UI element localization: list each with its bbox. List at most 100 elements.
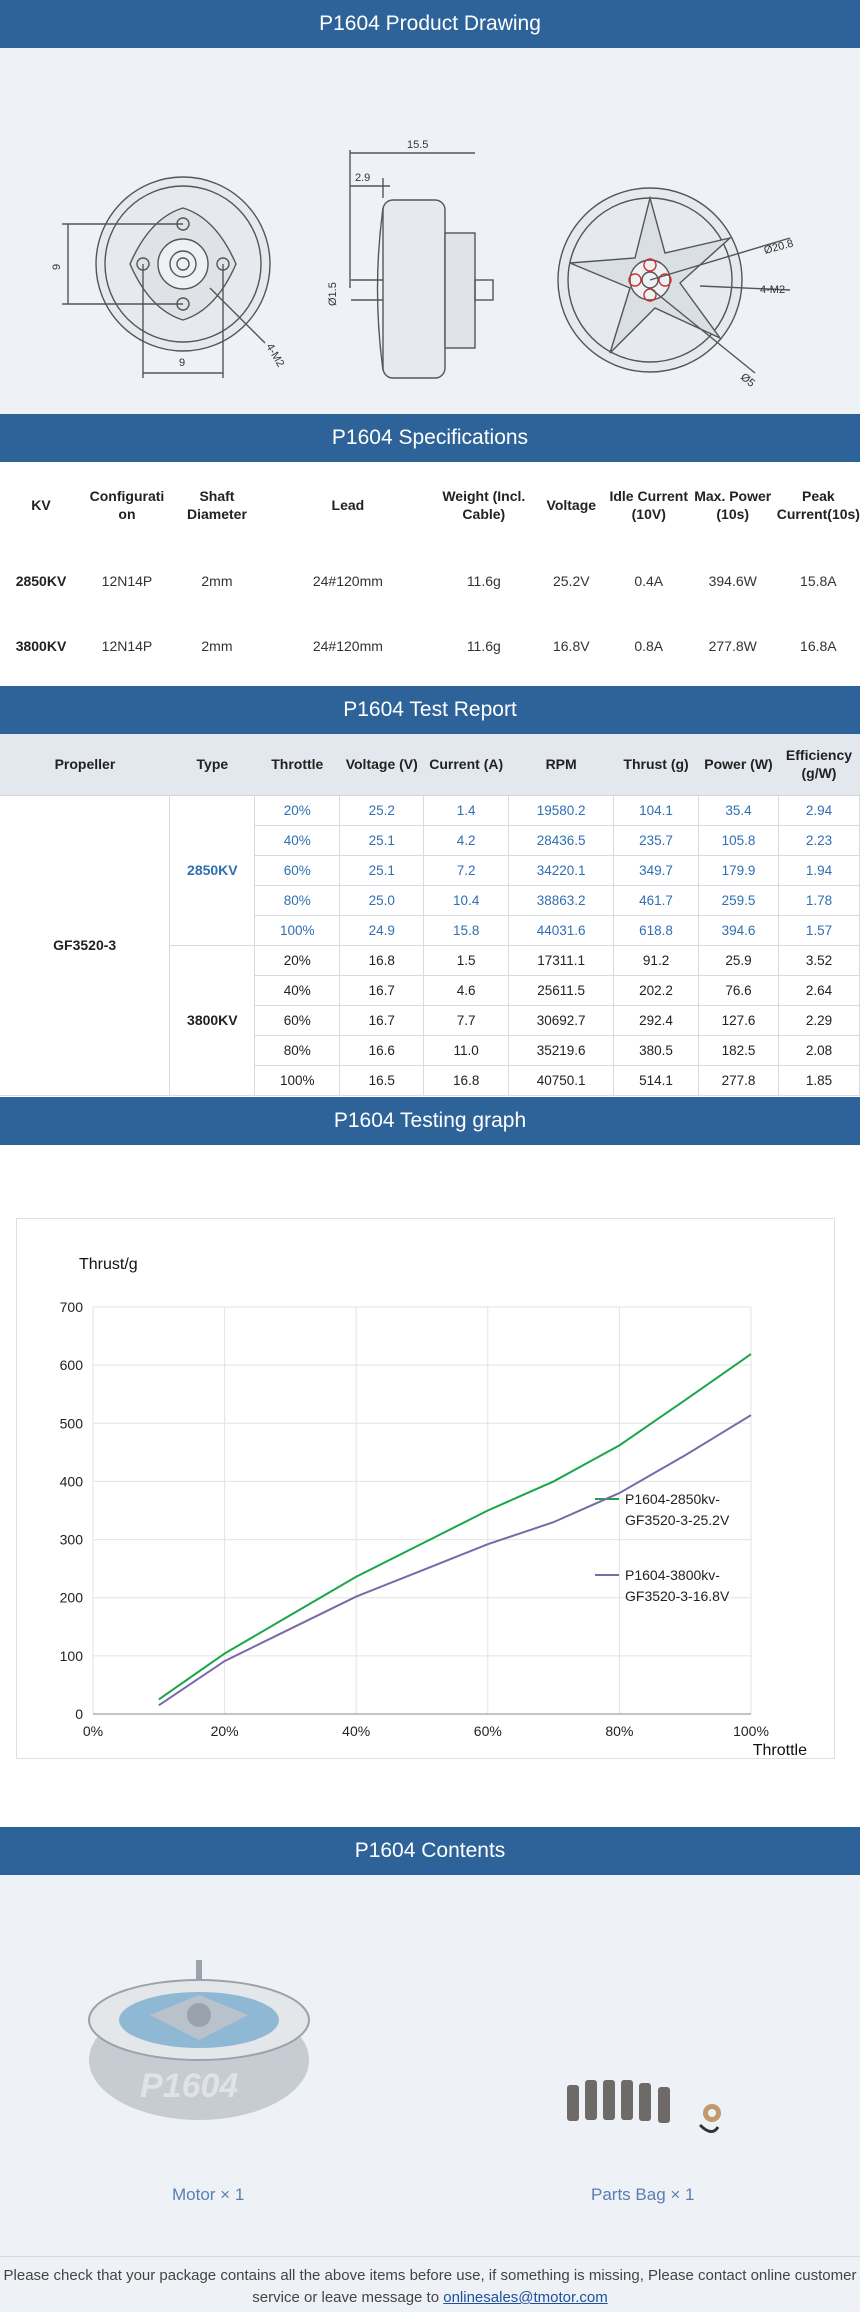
report-cell: 4.2 bbox=[423, 825, 510, 856]
y-axis-label: Thrust/g bbox=[79, 1256, 138, 1273]
type-cell: 3800KV bbox=[169, 945, 256, 1096]
report-cell: 277.8 bbox=[698, 1065, 779, 1096]
y-tick-label: 600 bbox=[60, 1357, 84, 1373]
specs-cell: 2mm bbox=[201, 637, 233, 654]
report-cell: 25.1 bbox=[339, 855, 425, 886]
report-cell: 16.8 bbox=[339, 945, 425, 976]
report-cell: 40% bbox=[254, 825, 341, 856]
contents-images: P1604 bbox=[88, 1960, 721, 2133]
report-cell: 11.0 bbox=[423, 1035, 510, 1066]
report-header: Thrust (g) bbox=[613, 734, 699, 796]
report-cell: 25.2 bbox=[339, 795, 425, 826]
x-tick-label: 0% bbox=[83, 1723, 103, 1739]
product-drawing-svg: 9 9 4-M2 15.5 2.9 Ø1.5 bbox=[51, 139, 795, 390]
report-cell: 104.1 bbox=[613, 795, 700, 826]
drawing-title-bar: P1604 Product Drawing bbox=[0, 0, 860, 48]
report-cell: 40750.1 bbox=[508, 1065, 615, 1096]
x-tick-label: 60% bbox=[474, 1723, 502, 1739]
x-axis-label: Throttle bbox=[753, 1742, 807, 1759]
y-tick-label: 300 bbox=[60, 1532, 84, 1548]
report-cell: 44031.6 bbox=[508, 915, 615, 946]
bottom-view bbox=[62, 176, 271, 378]
graph-title: P1604 Testing graph bbox=[333, 1109, 527, 1132]
dim-9-left: 9 bbox=[51, 264, 63, 270]
report-cell: 38863.2 bbox=[508, 885, 615, 916]
specs-title-bar: P1604 Specifications bbox=[0, 414, 860, 462]
report-cell: 3.52 bbox=[778, 945, 860, 976]
y-tick-label: 700 bbox=[60, 1299, 84, 1315]
report-cell: 394.6 bbox=[698, 915, 779, 946]
dim-15-5: 15.5 bbox=[407, 139, 428, 151]
chart-card: 0 100 200 300 400 500 600 700 0% 20% 40% 60% 80% 100%… bbox=[16, 1218, 835, 1759]
dim-4m2-right: 4-M2 bbox=[760, 284, 785, 296]
report-cell: 2.64 bbox=[778, 975, 860, 1006]
specs-cell: 15.8A bbox=[800, 572, 837, 589]
report-cell: 7.7 bbox=[423, 1005, 510, 1036]
report-row: 100% 24.9 15.8 44031.6 618.8 394.6 1.57 bbox=[0, 915, 860, 946]
report-header: Type bbox=[169, 734, 255, 796]
report-cell: 10.4 bbox=[423, 885, 510, 916]
report-cell: 91.2 bbox=[613, 945, 700, 976]
propeller-cell: GF3520-3 bbox=[0, 795, 171, 1096]
dim-phi-1-5: Ø1.5 bbox=[327, 282, 339, 306]
contents-title: P1604 Contents bbox=[354, 1839, 506, 1862]
legend-label: GF3520-3-25.2V bbox=[625, 1512, 730, 1528]
report-cell: 7.2 bbox=[423, 855, 510, 886]
report-cell: 127.6 bbox=[698, 1005, 779, 1036]
report-cell: 16.8 bbox=[423, 1065, 510, 1096]
motor-image: P1604 bbox=[88, 1960, 310, 2120]
report-cell: 25611.5 bbox=[508, 975, 615, 1006]
report-cell: 235.7 bbox=[613, 825, 700, 856]
footer-text: Please check that your package contains … bbox=[3, 2267, 857, 2306]
type-cell: 2850KV bbox=[169, 795, 256, 946]
specs-cell: 12N14P bbox=[101, 637, 153, 654]
specs-header: Configurati on bbox=[89, 488, 165, 522]
x-tick-label: 40% bbox=[342, 1723, 370, 1739]
specs-cell: 24#120mm bbox=[312, 572, 383, 589]
report-cell: 25.1 bbox=[339, 825, 425, 856]
y-tick-label: 500 bbox=[60, 1415, 84, 1431]
x-tick-label: 100% bbox=[733, 1723, 769, 1739]
contents-section: P1604 Motor × 1 Parts Bag × 1 bbox=[0, 1875, 860, 2256]
specs-section: KV Configurati on Shaft Diameter Lead We… bbox=[0, 462, 860, 686]
thrust-chart: 0 100 200 300 400 500 600 700 0% 20% 40% 60% 80% 100%… bbox=[60, 1256, 807, 1759]
legend-label: GF3520-3-16.8V bbox=[625, 1588, 730, 1604]
specs-cell: 12N14P bbox=[101, 572, 153, 589]
report-section: Propeller Type Throttle Voltage (V) Curr… bbox=[0, 734, 860, 1097]
report-cell: 514.1 bbox=[613, 1065, 700, 1096]
report-row: 60% 25.1 7.2 34220.1 349.7 179.9 1.94 bbox=[0, 855, 860, 886]
series-line bbox=[158, 1414, 752, 1707]
report-row: 80% 25.0 10.4 38863.2 461.7 259.5 1.78 bbox=[0, 885, 860, 916]
report-cell: 2.29 bbox=[778, 1005, 860, 1036]
y-tick-label: 100 bbox=[60, 1648, 84, 1664]
report-cell: 80% bbox=[254, 885, 341, 916]
report-title: P1604 Test Report bbox=[343, 698, 517, 721]
legend-label: P1604-2850kv- bbox=[625, 1491, 720, 1507]
report-cell: 16.6 bbox=[339, 1035, 425, 1066]
report-cell: 182.5 bbox=[698, 1035, 779, 1066]
report-cell: 16.7 bbox=[339, 975, 425, 1006]
report-body: GF3520-3 2850KV 20% 25.2 1.4 19580.2 104… bbox=[0, 795, 860, 1096]
specs-row: 2850KV 12N14P 2mm 24#120mm 11.6g 25.2V 0… bbox=[0, 548, 860, 613]
y-tick-label: 200 bbox=[60, 1590, 84, 1606]
report-cell: 60% bbox=[254, 855, 341, 886]
report-cell: 2.23 bbox=[778, 825, 860, 856]
report-cell: 1.78 bbox=[778, 885, 860, 916]
report-cell: 461.7 bbox=[613, 885, 700, 916]
report-row: 80% 16.6 11.0 35219.6 380.5 182.5 2.08 bbox=[0, 1035, 860, 1066]
report-cell: 1.85 bbox=[778, 1065, 860, 1096]
report-cell: 24.9 bbox=[339, 915, 425, 946]
report-cell: 105.8 bbox=[698, 825, 779, 856]
specs-cell: 2850KV bbox=[15, 572, 67, 589]
specs-header: KV bbox=[31, 497, 51, 513]
specs-header: Peak Current(10s) bbox=[776, 488, 860, 522]
x-tick-label: 20% bbox=[211, 1723, 239, 1739]
contents-item-parts-bag: Parts Bag × 1 bbox=[591, 2185, 695, 2204]
report-cell: 292.4 bbox=[613, 1005, 700, 1036]
report-table: Propeller Type Throttle Voltage (V) Curr… bbox=[0, 734, 860, 1096]
report-row: GF3520-3 2850KV 20% 25.2 1.4 19580.2 104… bbox=[0, 795, 860, 1096]
report-header: Efficiency (g/W) bbox=[778, 734, 860, 796]
report-header: Voltage (V) bbox=[339, 734, 424, 796]
report-cell: 618.8 bbox=[613, 915, 700, 946]
report-cell: 15.8 bbox=[423, 915, 510, 946]
